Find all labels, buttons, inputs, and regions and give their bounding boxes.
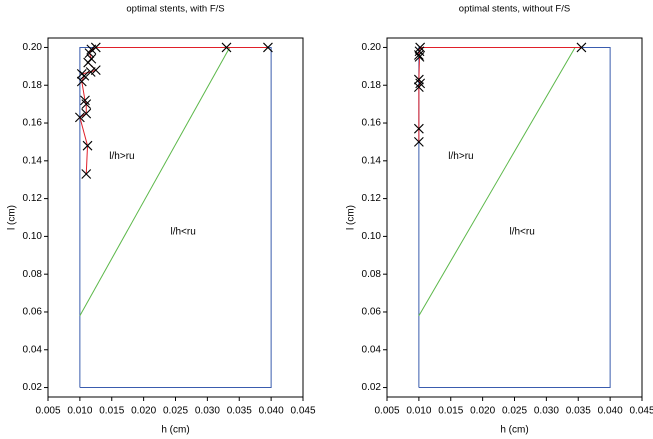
x-marker xyxy=(414,52,425,62)
plot-frame xyxy=(47,37,304,398)
x-marker xyxy=(84,48,95,59)
y-tick-label: 0.08 xyxy=(23,269,43,280)
y-tick-label: 0.08 xyxy=(362,269,382,280)
x-marker xyxy=(413,82,424,93)
annotation: l/h<ru xyxy=(171,227,196,238)
y-tick-label: 0.10 xyxy=(362,231,382,242)
x-marker xyxy=(80,95,90,106)
y-tick-label: 0.06 xyxy=(23,307,43,318)
x-marker xyxy=(413,123,424,134)
x-tick-label: 0.045 xyxy=(290,406,315,417)
series-line xyxy=(418,46,582,142)
y-tick-label: 0.16 xyxy=(23,118,43,129)
y-axis-label: l (cm) xyxy=(346,205,357,230)
x-tick-label: 0.040 xyxy=(259,406,284,417)
x-tick-label: 0.010 xyxy=(67,406,92,417)
y-tick-label: 0.18 xyxy=(362,80,382,91)
x-marker xyxy=(81,99,92,110)
y-tick-label: 0.04 xyxy=(23,344,43,355)
y-tick-label: 0.20 xyxy=(362,42,382,53)
x-tick-label: 0.040 xyxy=(598,406,623,417)
x-marker xyxy=(263,42,273,53)
y-tick-label: 0.14 xyxy=(362,155,382,166)
y-tick-label: 0.02 xyxy=(23,382,43,393)
x-marker xyxy=(83,57,94,68)
x-tick-label: 0.020 xyxy=(131,406,156,417)
annotation: l/h<ru xyxy=(510,227,535,238)
chart-title: optimal stents, with F/S xyxy=(126,4,224,15)
annotation: l/h>ru xyxy=(109,151,134,162)
x-marker xyxy=(221,42,232,53)
x-tick-label: 0.045 xyxy=(629,406,653,417)
x-tick-label: 0.030 xyxy=(534,406,559,417)
series-line xyxy=(418,46,611,389)
x-marker xyxy=(90,65,101,76)
y-tick-label: 0.04 xyxy=(362,344,382,355)
y-tick-label: 0.18 xyxy=(23,80,43,91)
x-tick-label: 0.005 xyxy=(374,406,399,417)
x-marker xyxy=(81,169,92,179)
x-marker xyxy=(413,74,424,85)
y-axis-label: l (cm) xyxy=(7,205,18,230)
x-marker xyxy=(79,70,90,81)
series-line xyxy=(79,46,272,389)
x-marker xyxy=(576,42,587,53)
series-line xyxy=(418,47,576,317)
x-tick-label: 0.020 xyxy=(470,406,495,417)
y-tick-label: 0.10 xyxy=(23,231,43,242)
y-tick-label: 0.20 xyxy=(23,42,43,53)
y-tick-label: 0.12 xyxy=(362,193,382,204)
y-tick-label: 0.16 xyxy=(362,118,382,129)
x-tick-label: 0.015 xyxy=(438,406,463,417)
series-line xyxy=(79,46,268,175)
x-tick-label: 0.030 xyxy=(195,406,220,417)
x-marker xyxy=(81,108,92,119)
x-marker xyxy=(413,50,424,60)
x-axis-label: h (cm) xyxy=(161,425,189,436)
annotation: l/h>ru xyxy=(448,151,473,162)
y-tick-label: 0.06 xyxy=(362,307,382,318)
x-marker xyxy=(415,78,426,89)
x-tick-label: 0.025 xyxy=(163,406,188,417)
x-tick-label: 0.035 xyxy=(566,406,591,417)
x-tick-label: 0.010 xyxy=(406,406,431,417)
x-marker xyxy=(76,76,87,87)
x-marker xyxy=(85,67,96,77)
y-tick-label: 0.02 xyxy=(362,382,382,393)
x-tick-label: 0.005 xyxy=(35,406,60,417)
y-tick-label: 0.14 xyxy=(23,155,43,166)
x-tick-label: 0.035 xyxy=(227,406,252,417)
x-marker xyxy=(74,112,85,123)
x-tick-label: 0.025 xyxy=(502,406,527,417)
y-tick-label: 0.12 xyxy=(23,193,43,204)
x-tick-label: 0.015 xyxy=(99,406,124,417)
x-axis-label: h (cm) xyxy=(500,425,528,436)
chart-title: optimal stents, without F/S xyxy=(459,4,570,15)
x-marker xyxy=(413,137,424,147)
plot-frame xyxy=(386,37,643,398)
x-marker xyxy=(82,140,93,151)
series-line xyxy=(79,47,231,316)
